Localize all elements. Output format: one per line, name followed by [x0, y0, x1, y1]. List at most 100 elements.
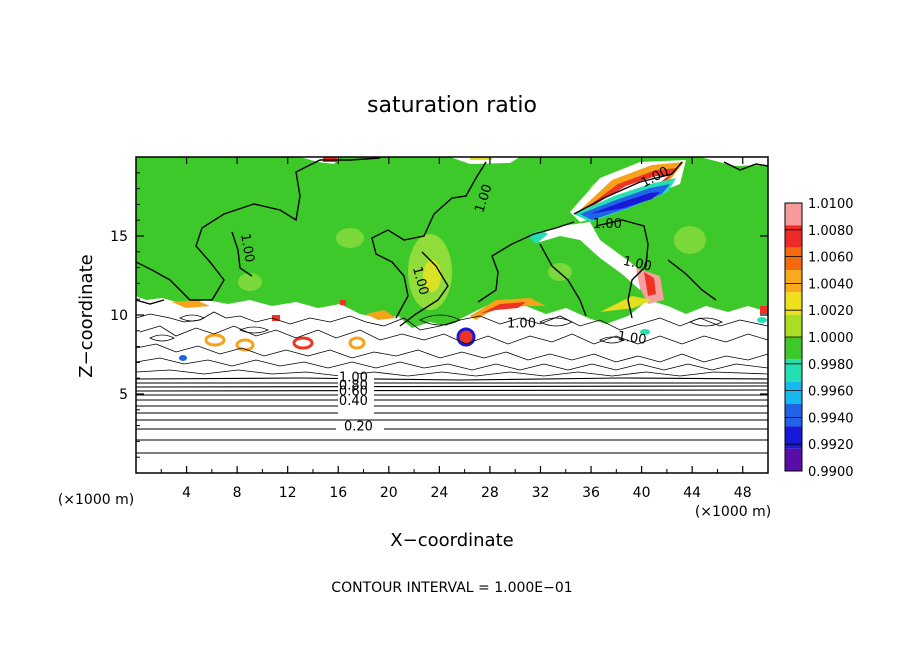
contour-1.00	[371, 161, 487, 319]
x-tick-label: 32	[532, 485, 550, 501]
contour-label: 1.00	[409, 265, 431, 297]
contour-1.00	[136, 299, 165, 305]
x-axis: 4 8 12 16 20 24 28 32 36 40 44 48	[160, 157, 752, 501]
colorbar-swatch	[785, 448, 802, 471]
x-tick-label: 12	[279, 485, 297, 501]
stable-layer-contours	[136, 377, 768, 454]
y-axis-label: Z−coordinate	[76, 254, 97, 377]
red-speck	[340, 300, 346, 305]
colorbar-swatch	[785, 314, 802, 337]
contour-label: 1.00	[622, 254, 653, 275]
x-tick-label: 40	[633, 485, 651, 501]
plot-field	[136, 157, 768, 473]
boundary-layer-contours	[136, 311, 768, 377]
interface-orange	[470, 298, 546, 320]
chart-title: saturation ratio	[367, 93, 537, 118]
x-tick-label: 8	[233, 485, 242, 501]
x-tick-label: 16	[329, 485, 347, 501]
colorbar-label: 1.0060	[808, 251, 854, 266]
colorbar-swatch	[785, 292, 802, 315]
contour-label: 0.60	[339, 385, 368, 400]
y-tick-label: 5	[119, 387, 128, 403]
light-patch	[336, 228, 364, 248]
colorbar-swatch	[785, 247, 802, 270]
interface-yellow	[600, 296, 652, 312]
red-speck	[760, 306, 768, 314]
interface-orange	[366, 310, 396, 320]
contour-label: 1.00	[237, 232, 257, 263]
cell-ring	[204, 333, 226, 347]
contour-label-bg	[338, 374, 382, 436]
x-tick-label: 4	[182, 485, 191, 501]
colorbar-swatch	[785, 381, 802, 404]
cell-ring	[235, 338, 255, 352]
colorbar-label: 0.9900	[808, 465, 854, 480]
tongue-red	[644, 272, 656, 296]
colorbar-swatch	[785, 359, 802, 382]
cell-cyan	[640, 329, 650, 335]
x-tick-label: 48	[734, 485, 752, 501]
contour-label: 0.20	[344, 419, 373, 434]
top-white-notch	[450, 157, 520, 164]
colorbar-swatch	[785, 225, 802, 248]
x-tick-label: 24	[430, 485, 448, 501]
colorbar-label: 0.9940	[808, 411, 854, 426]
x-tick-label: 28	[481, 485, 499, 501]
contour-label: 1.00	[339, 370, 368, 385]
red-speck	[272, 315, 280, 321]
colorbar: 1.0100 1.0080 1.0060 1.0040 1.0020 1.0000 0.99…	[784, 197, 854, 480]
jet-navy	[590, 192, 660, 214]
colorbar-label: 0.9960	[808, 385, 854, 400]
y-tick-label: 10	[110, 308, 128, 324]
tongue-cyan-edge	[528, 230, 548, 244]
colorbar-label: 0.9920	[808, 438, 854, 453]
x-unit-right: (×1000 m)	[695, 504, 771, 520]
y-tick-label: 15	[110, 229, 128, 245]
colorbar-swatch	[785, 270, 802, 293]
colorbar-label: 0.9980	[808, 358, 854, 373]
contour-label: 1.00	[593, 217, 622, 232]
contour-1.00	[399, 251, 449, 327]
contour-label: 0.40	[339, 394, 368, 409]
contour-interval-note: CONTOUR INTERVAL = 1.000E−01	[331, 580, 572, 596]
light-patch	[674, 226, 706, 254]
colorbar-swatch	[785, 337, 802, 360]
contour-1.00	[667, 259, 717, 301]
colorbar-label: 1.0040	[808, 277, 854, 292]
cell-blue	[179, 355, 187, 361]
colorbar-swatch	[785, 203, 802, 226]
contour-label: 1.00	[507, 317, 536, 332]
yellow-speck	[470, 157, 492, 160]
light-patch	[238, 273, 262, 291]
colorbar-label: 1.0020	[808, 304, 854, 319]
contour-1.00	[477, 221, 575, 303]
colorbar-label: 1.0100	[808, 197, 854, 212]
contour-1.00	[539, 243, 587, 317]
colorbar-swatch	[785, 426, 802, 449]
contour-1.00	[231, 231, 253, 277]
colorbar-swatch	[785, 404, 802, 427]
x-unit-left: (×1000 m)	[58, 492, 134, 508]
colorbar-label: 1.0000	[808, 331, 854, 346]
contour-1.00	[573, 161, 683, 215]
x-tick-label: 20	[380, 485, 398, 501]
contour-label: 1.00	[617, 329, 648, 348]
interface-red	[480, 302, 526, 314]
contour-1.00	[723, 161, 768, 171]
x-axis-label: X−coordinate	[390, 530, 513, 551]
top-white-notch	[700, 157, 768, 166]
contour-1.00	[595, 219, 649, 319]
x-tick-label: 44	[683, 485, 701, 501]
x-tick-label: 36	[582, 485, 600, 501]
y-axis: 5 10 15	[110, 172, 768, 458]
interface-orange	[172, 300, 210, 308]
cell-ring	[348, 336, 366, 350]
cell-ring	[292, 336, 314, 350]
cell-cyan	[757, 317, 767, 323]
colorbar-label: 1.0080	[808, 224, 854, 239]
contour-label: 0.80	[339, 378, 368, 393]
cell-ring	[456, 327, 476, 347]
tongue-white	[530, 222, 646, 290]
contour-1.00	[136, 157, 381, 301]
